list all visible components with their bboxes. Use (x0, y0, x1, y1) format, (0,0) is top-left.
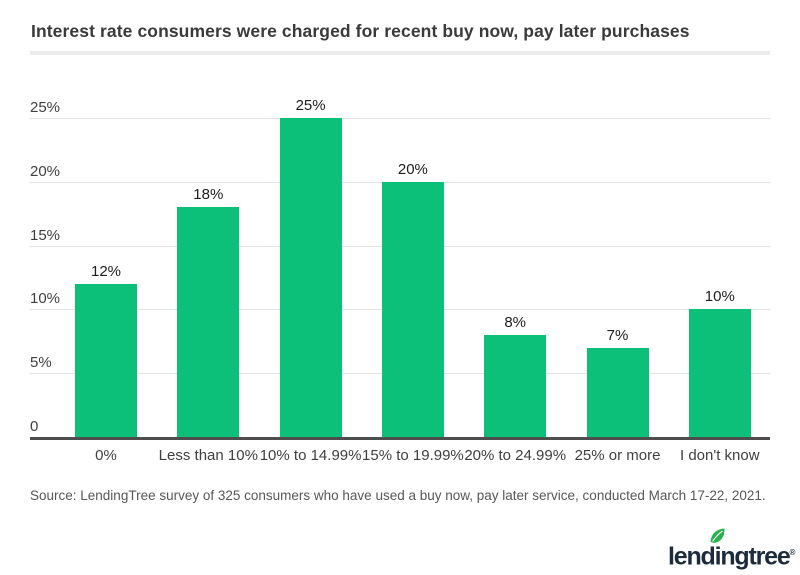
y-axis-tick-15: 15% (30, 226, 61, 244)
chart-title: Interest rate consumers were charged for… (31, 21, 690, 41)
x-axis-category-label: I don't know (680, 447, 760, 464)
bar-7 (688, 309, 751, 437)
x-axis-category-label: 20% to 24.99% (464, 447, 567, 464)
bar-value-label: 18% (193, 186, 224, 204)
bar-value-label: 20% (397, 160, 428, 178)
logo-text: lendingtree (668, 542, 791, 571)
bar-3 (279, 118, 342, 437)
bar-value-label: 10% (704, 288, 735, 306)
x-axis-category-label: 10% to 14.99% (259, 447, 362, 464)
bar-value-label: 7% (606, 326, 629, 344)
x-axis-line (30, 437, 770, 440)
bar-6 (586, 347, 649, 437)
lendingtree-logo: lendingtree® (668, 528, 796, 571)
bar-value-label: 8% (504, 313, 527, 331)
bar-4 (381, 181, 444, 437)
x-axis-category-label: 15% to 19.99% (362, 447, 464, 464)
bar-2 (177, 207, 240, 437)
x-axis-category-label: 25% or more (574, 447, 661, 464)
x-axis-category-label: Less than 10% (158, 447, 258, 464)
y-axis-tick-0: 0 (30, 418, 39, 435)
bar-value-label: 12% (90, 262, 122, 280)
bar-value-label: 25% (295, 97, 326, 114)
y-axis-tick-5: 5% (30, 354, 52, 372)
x-axis-category-label: 0% (95, 447, 117, 464)
source-note: Source: LendingTree survey of 325 consum… (30, 488, 766, 503)
y-axis-tick-10: 10% (30, 290, 61, 308)
gridline-25 (30, 118, 770, 119)
y-axis-tick-20: 20% (30, 162, 61, 180)
bar-5 (484, 334, 547, 437)
y-axis-tick-25: 25% (30, 99, 61, 116)
bar-1 (75, 283, 137, 437)
logo-registered-mark: ® (789, 548, 796, 557)
title-divider (30, 51, 770, 55)
bar-chart: 0 5% 10% 15% 20% 25% 12% 0% 18% Less than 10% 25% 1… (30, 95, 770, 467)
leaf-icon (710, 528, 725, 543)
